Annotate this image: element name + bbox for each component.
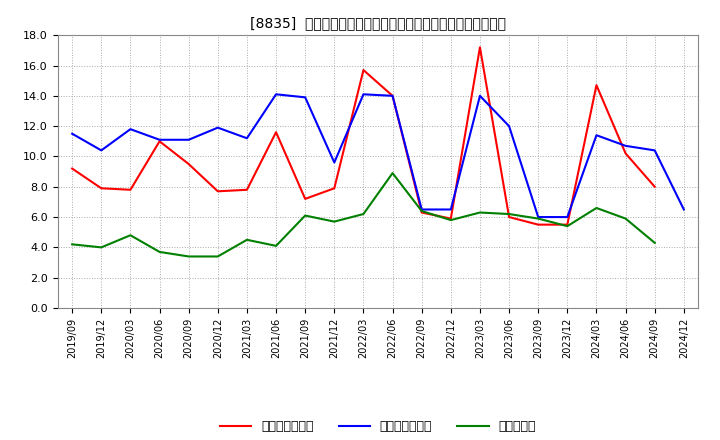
売上債権回転率 [534, 222, 543, 227]
在庫回転率 [505, 211, 513, 216]
在庫回転率 [330, 219, 338, 224]
売上債権回転率 [213, 189, 222, 194]
在庫回転率 [271, 243, 280, 249]
買入債務回転率 [592, 132, 600, 138]
買入債務回転率 [156, 137, 164, 143]
買入債務回転率 [621, 143, 630, 148]
買入債務回転率 [243, 136, 251, 141]
在庫回転率 [243, 237, 251, 242]
在庫回転率 [388, 170, 397, 176]
在庫回転率 [446, 217, 455, 223]
売上債権回転率 [563, 222, 572, 227]
売上債権回転率 [388, 93, 397, 99]
売上債権回転率 [650, 184, 659, 189]
在庫回転率 [126, 233, 135, 238]
売上債権回転率 [271, 129, 280, 135]
売上債権回転率 [476, 45, 485, 50]
買入債務回転率 [68, 131, 76, 136]
在庫回転率 [621, 216, 630, 221]
Line: 買入債務回転率: 買入債務回転率 [72, 94, 684, 217]
在庫回転率 [301, 213, 310, 218]
買入債務回転率 [271, 92, 280, 97]
売上債権回転率 [446, 216, 455, 221]
買入債務回転率 [184, 137, 193, 143]
売上債権回転率 [418, 210, 426, 215]
売上債権回転率 [505, 214, 513, 220]
買入債務回転率 [359, 92, 368, 97]
売上債権回転率 [156, 139, 164, 144]
売上債権回転率 [243, 187, 251, 192]
買入債務回転率 [476, 93, 485, 99]
在庫回転率 [650, 240, 659, 246]
買入債務回転率 [126, 127, 135, 132]
在庫回転率 [534, 216, 543, 221]
在庫回転率 [476, 210, 485, 215]
売上債権回転率 [126, 187, 135, 192]
在庫回転率 [563, 224, 572, 229]
買入債務回転率 [213, 125, 222, 130]
買入債務回転率 [650, 148, 659, 153]
売上債権回転率 [184, 161, 193, 167]
売上債権回転率 [301, 196, 310, 202]
買入債務回転率 [388, 93, 397, 99]
買入債務回転率 [418, 207, 426, 212]
在庫回転率 [359, 211, 368, 216]
買入債務回転率 [97, 148, 106, 153]
買入債務回転率 [680, 207, 688, 212]
買入債務回転率 [534, 214, 543, 220]
買入債務回転率 [563, 214, 572, 220]
Line: 売上債権回転率: 売上債権回転率 [72, 48, 654, 225]
Legend: 売上債権回転率, 買入債務回転率, 在庫回転率: 売上債権回転率, 買入債務回転率, 在庫回転率 [215, 415, 541, 438]
在庫回転率 [213, 254, 222, 259]
売上債権回転率 [359, 67, 368, 73]
買入債務回転率 [301, 95, 310, 100]
Line: 在庫回転率: 在庫回転率 [72, 173, 654, 257]
在庫回転率 [184, 254, 193, 259]
在庫回転率 [156, 249, 164, 255]
買入債務回転率 [505, 124, 513, 129]
売上債権回転率 [330, 186, 338, 191]
在庫回転率 [592, 205, 600, 211]
在庫回転率 [418, 209, 426, 214]
買入債務回転率 [446, 207, 455, 212]
在庫回転率 [68, 242, 76, 247]
在庫回転率 [97, 245, 106, 250]
Title: [8835]  売上債権回転率、買入債務回転率、在庫回転率の推移: [8835] 売上債権回転率、買入債務回転率、在庫回転率の推移 [250, 16, 506, 30]
買入債務回転率 [330, 160, 338, 165]
売上債権回転率 [592, 83, 600, 88]
売上債権回転率 [97, 186, 106, 191]
売上債権回転率 [68, 166, 76, 171]
売上債権回転率 [621, 151, 630, 156]
